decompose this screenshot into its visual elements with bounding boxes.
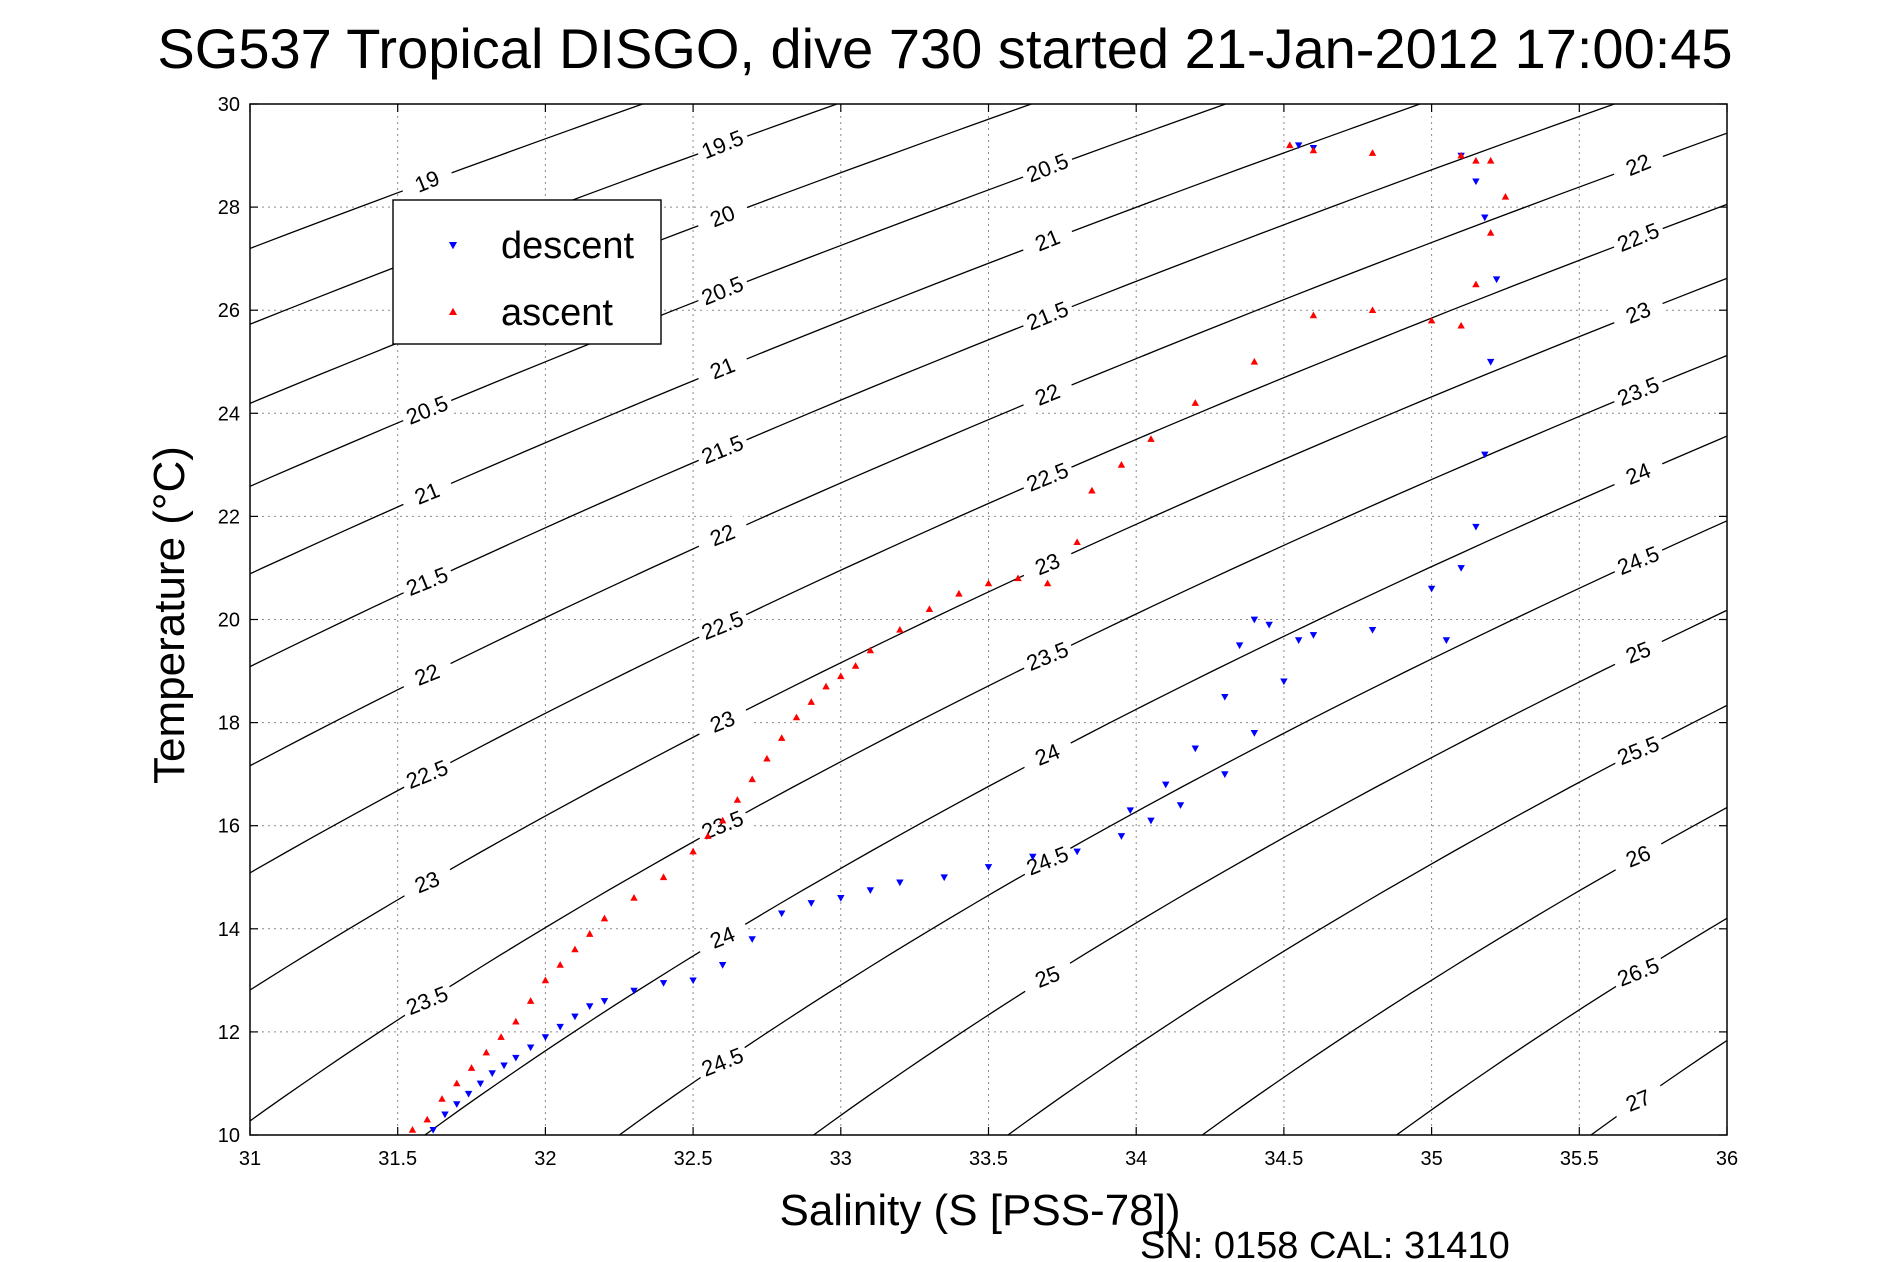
x-tick-label: 32 [534,1148,556,1170]
legend: descent ascent [393,200,661,344]
y-tick-label: 18 [218,713,240,735]
y-tick-label: 10 [218,1125,240,1147]
x-tick-label: 35 [1420,1148,1442,1170]
x-axis-label: Salinity (S [PSS-78]) [779,1186,1180,1235]
y-tick-label: 30 [218,94,240,116]
legend-label-descent: descent [501,225,635,267]
serial-calibration-text: SN: 0158 CAL: 31410 [1140,1225,1510,1262]
chart-title: SG537 Tropical DISGO, dive 730 started 2… [157,17,1732,80]
legend-label-ascent: ascent [501,292,613,334]
y-tick-label: 14 [218,919,240,941]
y-tick-label: 16 [218,816,240,838]
y-tick-label: 12 [218,1022,240,1044]
x-tick-label: 31.5 [378,1148,417,1170]
y-tick-label: 20 [218,610,240,632]
x-tick-label: 36 [1716,1148,1738,1170]
y-tick-label: 28 [218,197,240,219]
y-tick-label: 22 [218,506,240,528]
x-tick-label: 35.5 [1560,1148,1599,1170]
x-tick-label: 33.5 [969,1148,1008,1170]
y-tick-label: 24 [218,403,240,425]
y-tick-label: 26 [218,300,240,322]
ts-diagram: SG537 Tropical DISGO, dive 730 started 2… [0,0,1891,1262]
x-tick-label: 31 [239,1148,261,1170]
x-tick-label: 33 [830,1148,852,1170]
x-tick-label: 34 [1125,1148,1147,1170]
x-tick-label: 34.5 [1264,1148,1303,1170]
y-axis-label: Temperature (°C) [145,446,194,784]
x-tick-label: 32.5 [674,1148,713,1170]
